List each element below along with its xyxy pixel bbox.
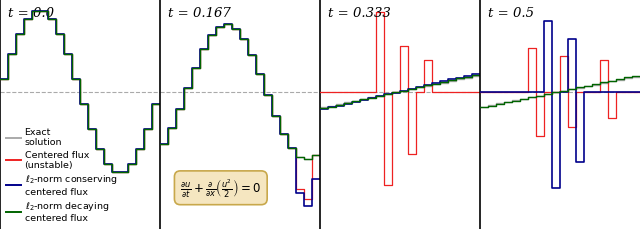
Text: t = 0.333: t = 0.333 bbox=[328, 7, 391, 20]
Text: t = 0.0: t = 0.0 bbox=[8, 7, 54, 20]
Text: t = 0.5: t = 0.5 bbox=[488, 7, 534, 20]
Legend: Exact
solution, Centered flux
(unstable), $\ell_2$-norm conserving
centered flux: Exact solution, Centered flux (unstable)… bbox=[4, 127, 118, 224]
Text: t = 0.167: t = 0.167 bbox=[168, 7, 231, 20]
Text: $\frac{\partial u}{\partial t} + \frac{\partial}{\partial x}\left(\frac{u^2}{2}\: $\frac{\partial u}{\partial t} + \frac{\… bbox=[180, 177, 261, 199]
